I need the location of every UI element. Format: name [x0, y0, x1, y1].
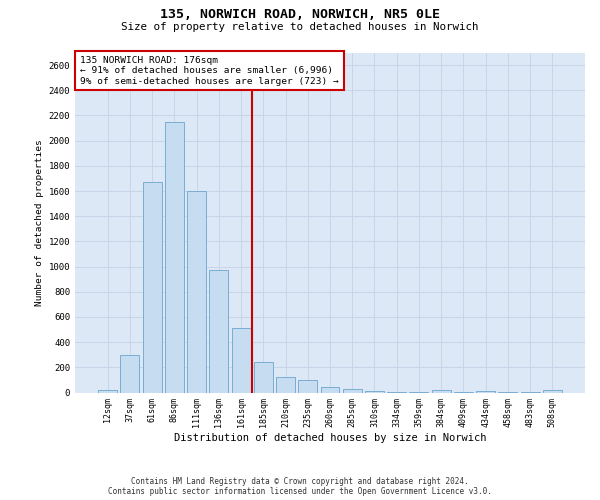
Bar [121, 354, 139, 393]
Text: Size of property relative to detached houses in Norwich: Size of property relative to detached ho… [121, 22, 479, 32]
Text: 135, NORWICH ROAD, NORWICH, NR5 0LE: 135, NORWICH ROAD, NORWICH, NR5 0LE [160, 8, 440, 20]
Bar [232, 328, 251, 392]
Bar [365, 391, 384, 392]
Bar [343, 388, 362, 392]
Bar [476, 390, 495, 392]
Text: Contains HM Land Registry data © Crown copyright and database right 2024.
Contai: Contains HM Land Registry data © Crown c… [108, 476, 492, 496]
Bar [187, 191, 206, 392]
Text: 135 NORWICH ROAD: 176sqm
← 91% of detached houses are smaller (6,996)
9% of semi: 135 NORWICH ROAD: 176sqm ← 91% of detach… [80, 56, 339, 86]
Y-axis label: Number of detached properties: Number of detached properties [35, 139, 44, 306]
Bar [143, 182, 161, 392]
X-axis label: Distribution of detached houses by size in Norwich: Distribution of detached houses by size … [174, 433, 486, 443]
Bar [432, 390, 451, 392]
Bar [276, 378, 295, 392]
Bar [320, 387, 340, 392]
Bar [98, 390, 117, 392]
Bar [165, 122, 184, 392]
Bar [298, 380, 317, 392]
Bar [254, 362, 273, 392]
Bar [543, 390, 562, 392]
Bar [209, 270, 228, 392]
